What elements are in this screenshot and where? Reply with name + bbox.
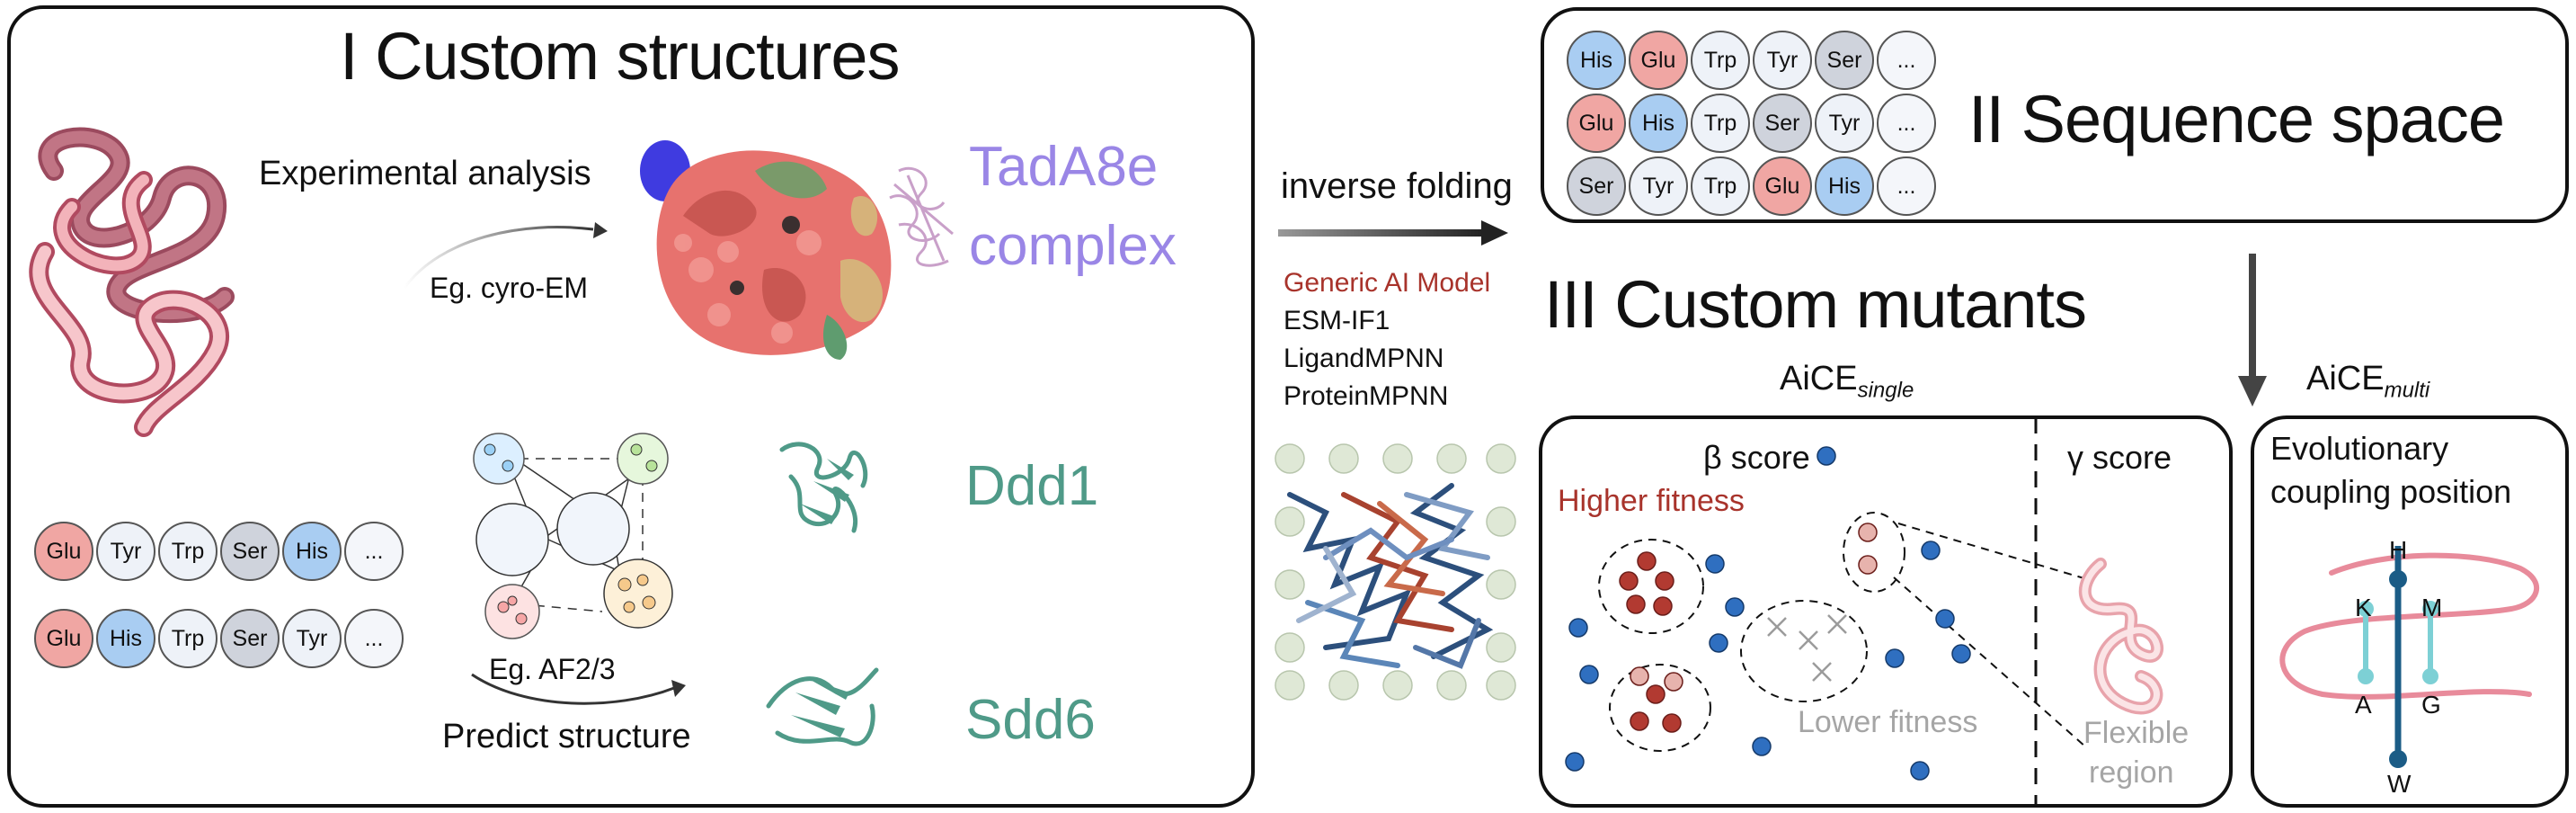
residue-ellipsis: ...	[1877, 94, 1936, 153]
residue-glu: Glu	[1567, 94, 1626, 153]
aice-multi-sub: multi	[2384, 378, 2430, 403]
residue-his: His	[96, 609, 155, 668]
af-network-diagram	[473, 433, 673, 639]
inverse-folding-structure	[1275, 443, 1516, 701]
panel3-title: III Custom mutants	[1544, 267, 2087, 342]
aice-single-sub: single	[1857, 378, 1914, 403]
residue-trp: Trp	[1691, 156, 1750, 216]
lower-fitness-label: Lower fitness	[1798, 705, 1978, 739]
higher-fitness-label: Higher fitness	[1558, 484, 1745, 518]
coupling-letter-a: A	[2355, 691, 2372, 719]
predict-arrow	[471, 673, 686, 705]
tada8e-label: TadA8e	[969, 136, 1159, 198]
panel1-title: I Custom structures	[340, 19, 901, 94]
af-label: Eg. AF2/3	[489, 653, 616, 685]
region-label: region	[2089, 755, 2174, 790]
tada8e-complex-structure	[640, 140, 954, 360]
sdd6-structure	[766, 667, 879, 746]
coupling-letter-m: M	[2421, 594, 2443, 621]
predict-structure-label: Predict structure	[442, 718, 691, 755]
coupling-letter-k: K	[2355, 594, 2372, 621]
coupling-title-line1: Evolutionary	[2270, 430, 2449, 467]
residue-his: His	[1629, 94, 1688, 153]
model-ligandmpnn: LigandMPNN	[1284, 344, 1444, 373]
residue-trp: Trp	[1691, 31, 1750, 90]
coupling-diagram	[2279, 546, 2540, 768]
coupling-letter-g: G	[2421, 691, 2441, 719]
residue-his: His	[1815, 156, 1874, 216]
beta-score-label: β score	[1703, 439, 1810, 476]
residue-his: His	[282, 522, 342, 581]
ddd1-label: Ddd1	[965, 455, 1099, 517]
coupling-letter-w: W	[2387, 770, 2412, 798]
residue-tyr: Tyr	[96, 522, 155, 581]
mutant-scatter	[1565, 446, 2163, 781]
flexible-label: Flexible	[2083, 716, 2190, 750]
residue-ellipsis: ...	[1877, 156, 1936, 216]
coupling-letter-h: H	[2389, 536, 2408, 564]
residue-glu: Glu	[34, 609, 93, 668]
panel2-title: II Sequence space	[1968, 82, 2505, 156]
residue-trp: Trp	[158, 609, 218, 668]
inverse-folding-label: inverse folding	[1281, 166, 1513, 206]
sdd6-label: Sdd6	[965, 689, 1096, 751]
residue-trp: Trp	[1691, 94, 1750, 153]
residue-tyr: Tyr	[1629, 156, 1688, 216]
cryo-em-label: Eg. cyro-EM	[430, 272, 589, 304]
aice-multi-label: AiCEmulti	[2306, 360, 2429, 404]
aice-multi-main: AiCE	[2306, 360, 2385, 398]
residue-ser: Ser	[1815, 31, 1874, 90]
multi-arrow	[2238, 254, 2267, 406]
experimental-arrow	[403, 222, 608, 289]
panel-custom-structures	[7, 5, 1255, 808]
model-proteinmpnn: ProteinMPNN	[1284, 381, 1449, 411]
protein-tangle-illustration	[29, 127, 235, 437]
residue-ser: Ser	[220, 609, 280, 668]
aice-single-label: AiCEsingle	[1780, 360, 1914, 404]
inverse-folding-arrow	[1278, 220, 1508, 246]
residue-glu: Glu	[34, 522, 93, 581]
residue-trp: Trp	[158, 522, 218, 581]
beta-gamma-divider	[2034, 417, 2038, 806]
residue-glu: Glu	[1629, 31, 1688, 90]
residue-ser: Ser	[1753, 94, 1812, 153]
panel-evolutionary-coupling	[2251, 415, 2569, 808]
residue-ellipsis: ...	[344, 522, 404, 581]
residue-his: His	[1567, 31, 1626, 90]
model-esm-if1: ESM-IF1	[1284, 306, 1390, 335]
residue-tyr: Tyr	[1815, 94, 1874, 153]
residue-tyr: Tyr	[282, 609, 342, 668]
residue-ser: Ser	[220, 522, 280, 581]
experimental-analysis-label: Experimental analysis	[259, 155, 591, 192]
residue-ellipsis: ...	[344, 609, 404, 668]
residue-tyr: Tyr	[1753, 31, 1812, 90]
residue-ellipsis: ...	[1877, 31, 1936, 90]
coupling-title-line2: coupling position	[2270, 473, 2512, 510]
ddd1-structure	[779, 442, 868, 533]
residue-ser: Ser	[1567, 156, 1626, 216]
aice-single-main: AiCE	[1780, 360, 1858, 398]
tada8e-complex-label: complex	[969, 215, 1177, 277]
residue-glu: Glu	[1753, 156, 1812, 216]
model-generic: Generic AI Model	[1284, 268, 1491, 298]
gamma-score-label: γ score	[2067, 439, 2172, 476]
